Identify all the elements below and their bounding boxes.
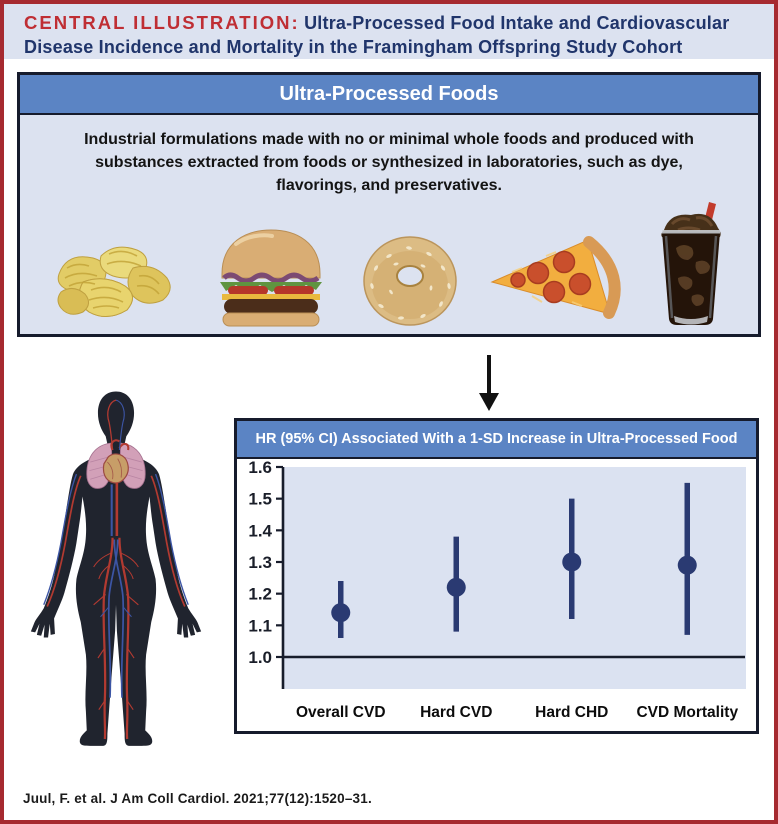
y-tick-label: 1.1 (248, 616, 272, 635)
hr-point (331, 603, 351, 623)
cola-glass-image (660, 202, 721, 325)
upf-box-header: Ultra-Processed Foods (20, 75, 758, 115)
y-tick-label: 1.6 (248, 461, 272, 477)
upf-description: Industrial formulations made with no or … (84, 131, 694, 194)
citation-text: Juul, F. et al. J Am Coll Cardiol. 2021;… (23, 791, 372, 806)
x-category-label: Hard CVD (420, 704, 492, 721)
title-line2: Disease Incidence and Mortality in the F… (24, 37, 683, 57)
hr-point (677, 555, 697, 575)
plot-area (284, 467, 746, 689)
chart-title: HR (95% CI) Associated With a 1-SD Incre… (237, 421, 756, 459)
potato-chips-image (57, 246, 171, 317)
cheeseburger-image (219, 229, 322, 327)
title-line1: Ultra-Processed Food Intake and Cardiova… (304, 13, 730, 33)
y-tick-label: 1.4 (248, 521, 272, 540)
bagel-image (362, 236, 457, 326)
hr-point (446, 577, 466, 597)
y-tick-label: 1.5 (248, 490, 272, 509)
y-tick-label: 1.0 (248, 648, 272, 667)
hr-point (562, 552, 582, 572)
hr-forest-plot: 1.0 1.1 1.2 1.3 1.4 1.5 1.6 Overall CVD Hard CVD… (248, 461, 746, 721)
title-label: CENTRAL ILLUSTRATION: (24, 12, 300, 33)
down-arrow-icon (479, 355, 499, 411)
pizza-slice-image (489, 236, 621, 319)
x-category-label: Hard CHD (535, 704, 608, 721)
food-images-row (34, 202, 744, 328)
upf-box: Ultra-Processed Foods Industrial formula… (17, 72, 761, 337)
figure-title-band: CENTRAL ILLUSTRATION: Ultra-Processed Fo… (4, 4, 774, 59)
y-tick-label: 1.2 (248, 585, 272, 604)
x-category-label: CVD Mortality (636, 704, 738, 721)
x-category-label: Overall CVD (296, 704, 386, 721)
hr-chart-panel: HR (95% CI) Associated With a 1-SD Incre… (234, 418, 759, 734)
human-cardiovascular-illustration (30, 391, 202, 746)
y-tick-label: 1.3 (248, 553, 272, 572)
